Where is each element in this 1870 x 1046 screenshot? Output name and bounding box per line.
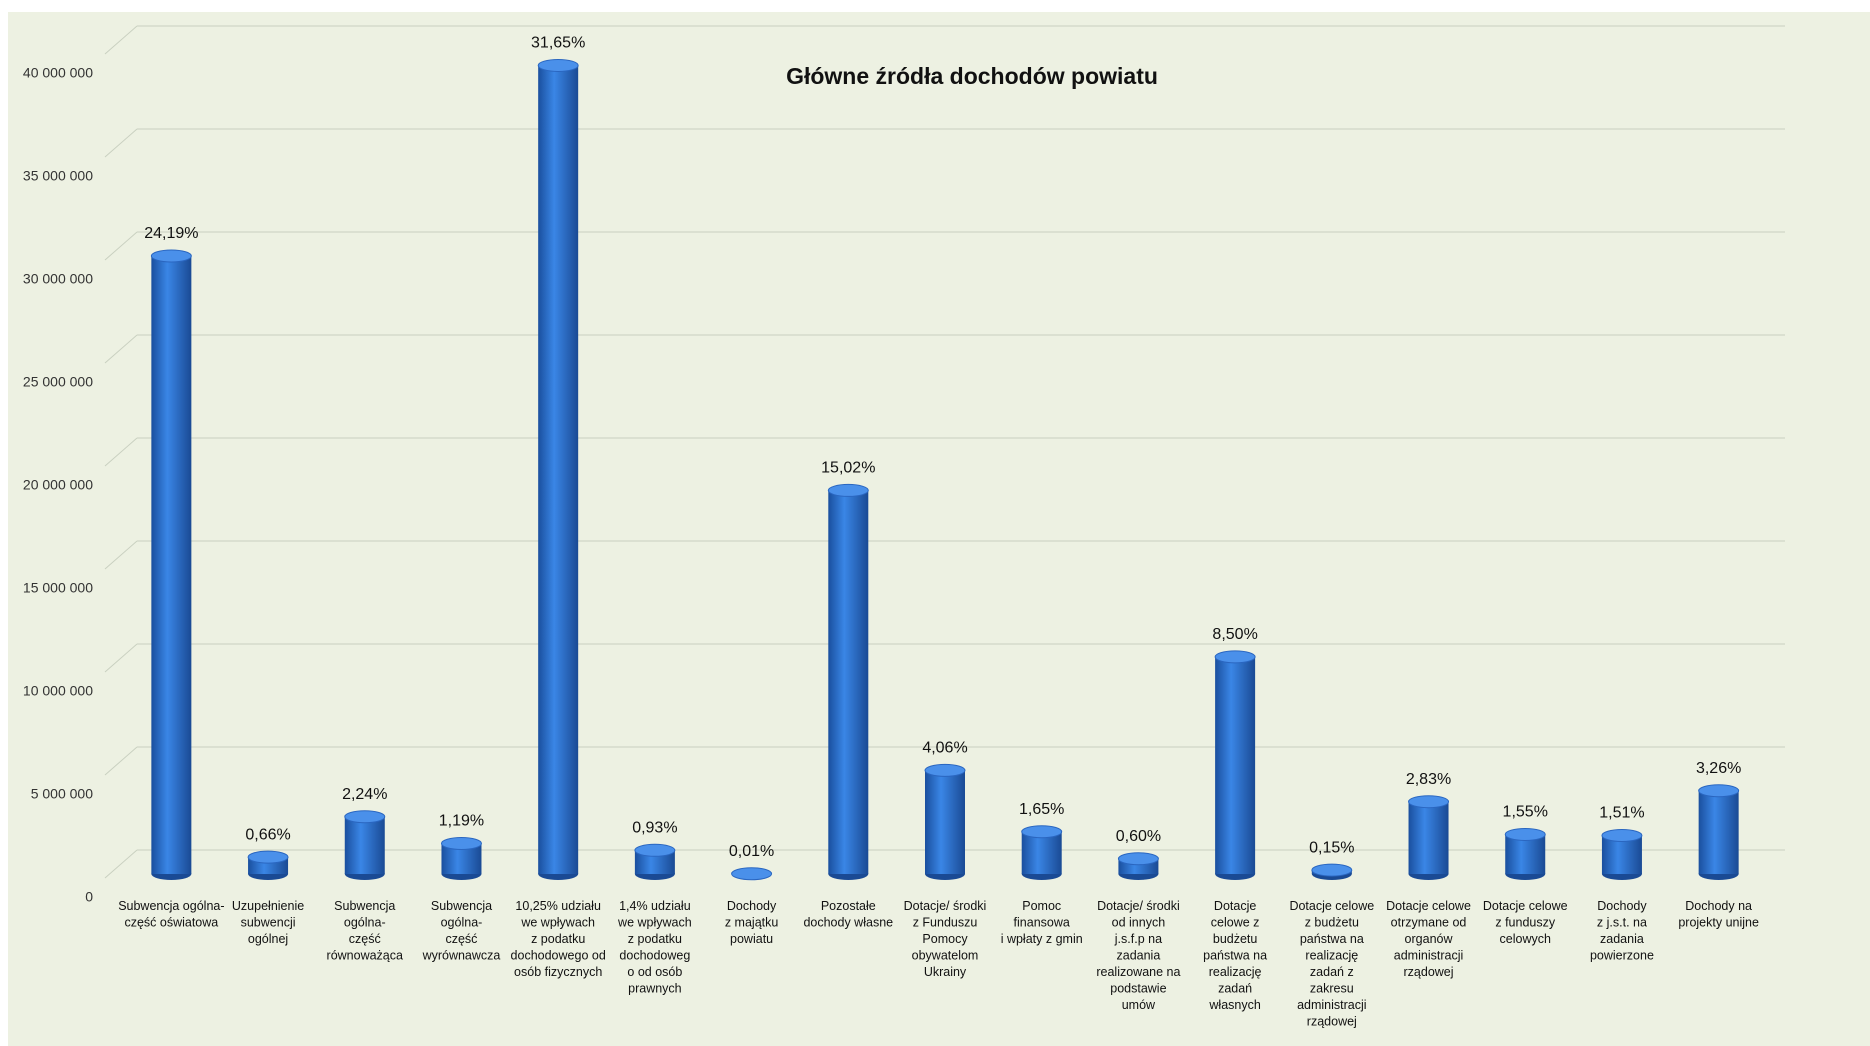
x-tick-label: Dochody z j.s.t. na zadania powierzone [1590, 899, 1654, 963]
bar-top [150, 249, 192, 263]
bar-top [1408, 795, 1450, 809]
data-label: 2,83% [1406, 771, 1451, 788]
bar-top [1214, 650, 1256, 664]
grid-line-depth [104, 849, 138, 879]
y-tick-label: 15 000 000 [23, 580, 93, 596]
bar-top [1117, 852, 1159, 866]
x-tick-label: Subwencja ogólna-część równoważąca [327, 899, 403, 963]
y-tick-label: 40 000 000 [23, 65, 93, 81]
y-tick-label: 0 [85, 889, 93, 905]
bar [925, 770, 965, 874]
x-tick-label: 10,25% udziału we wpływach z podatku dochod… [511, 899, 606, 979]
bar [1215, 656, 1256, 874]
grid-line-depth [104, 334, 138, 364]
y-tick-label: 35 000 000 [23, 168, 93, 184]
grid-line-depth [104, 231, 138, 261]
bar [538, 65, 579, 874]
y-tick-label: 30 000 000 [23, 271, 93, 287]
chart-title: Główne źródła dochodów powiatu [786, 63, 1158, 89]
x-tick-label: Dotacje celowe z budżetu państwa na realiza… [1289, 899, 1374, 1029]
bar [634, 850, 675, 874]
bar-top [1504, 827, 1546, 841]
data-label: 8,50% [1212, 626, 1257, 643]
bar-top [634, 843, 676, 857]
bar [828, 490, 869, 874]
x-tick-label: Subwencja ogólna-część wyrównawcza [422, 899, 501, 963]
x-tick-label: Pomoc finansowa i wpłaty z gmin [1001, 899, 1083, 946]
grid-line-depth [104, 128, 138, 158]
data-label: 2,24% [342, 786, 387, 803]
bar-top [537, 58, 579, 72]
data-label: 0,60% [1116, 828, 1161, 845]
grid-line-depth [104, 643, 138, 673]
x-tick-label: Dotacje/ środki od innych j.s.f.p na zadani… [1096, 899, 1180, 1012]
data-label: 1,19% [439, 813, 484, 830]
grid-line-depth [104, 540, 138, 570]
bar-top [247, 850, 289, 864]
x-tick-label: Subwencja ogólna-część oświatowa [118, 899, 224, 930]
data-label: 0,15% [1309, 839, 1354, 856]
x-tick-label: 1,4% udziału we wpływach z podatku dochodow… [617, 899, 692, 996]
bar-top [1311, 863, 1353, 877]
bar-top [1698, 784, 1740, 798]
y-tick-label: 25 000 000 [23, 374, 93, 390]
bar-top [1601, 828, 1643, 842]
data-label: 1,51% [1599, 805, 1644, 822]
data-label: 0,93% [632, 820, 677, 837]
data-label: 1,65% [1019, 801, 1064, 818]
bar-top [344, 810, 386, 824]
x-tick-label: Dochody na projekty unijne [1678, 899, 1759, 930]
data-label: 15,02% [821, 460, 875, 477]
x-tick-label: Dotacje celowe otrzymane od organów adminis… [1386, 899, 1471, 979]
bar [344, 816, 385, 874]
y-tick-label: 10 000 000 [23, 683, 93, 699]
chart-background [8, 12, 1870, 1046]
data-label: 1,55% [1503, 804, 1548, 821]
bar [1408, 801, 1449, 874]
y-tick-label: 20 000 000 [23, 477, 93, 493]
bar-top [924, 763, 966, 777]
x-tick-label: Dochody z majątku powiatu [725, 899, 779, 946]
data-label: 0,01% [729, 843, 774, 860]
x-tick-label: Dotacje celowe z funduszy celowych [1483, 899, 1568, 946]
data-label: 31,65% [531, 35, 585, 52]
x-tick-label: Pozostałe dochody własne [803, 899, 893, 930]
bar-top [827, 483, 869, 497]
bar-top [731, 867, 773, 881]
grid-line-depth [104, 437, 138, 467]
bar [1698, 790, 1739, 874]
y-tick-label: 5 000 000 [31, 786, 93, 802]
bar [1021, 831, 1062, 874]
data-label: 4,06% [922, 740, 967, 757]
grid-line-depth [104, 746, 138, 776]
x-tick-label: Uzupełnienie subwencji ogólnej [232, 899, 304, 946]
x-tick-label: Dotacje/ środki z Funduszu Pomocy obywatelo… [904, 899, 987, 979]
bar [1505, 834, 1546, 874]
data-label: 3,26% [1696, 760, 1741, 777]
grid-line-depth [104, 25, 138, 55]
x-tick-label: Dotacje celowe z budżetu państwa na realizac… [1203, 899, 1267, 1012]
bar [151, 256, 192, 874]
data-label: 0,66% [245, 826, 290, 843]
bar-top [440, 837, 482, 851]
data-label: 24,19% [144, 225, 198, 242]
bar-top [1021, 825, 1063, 839]
